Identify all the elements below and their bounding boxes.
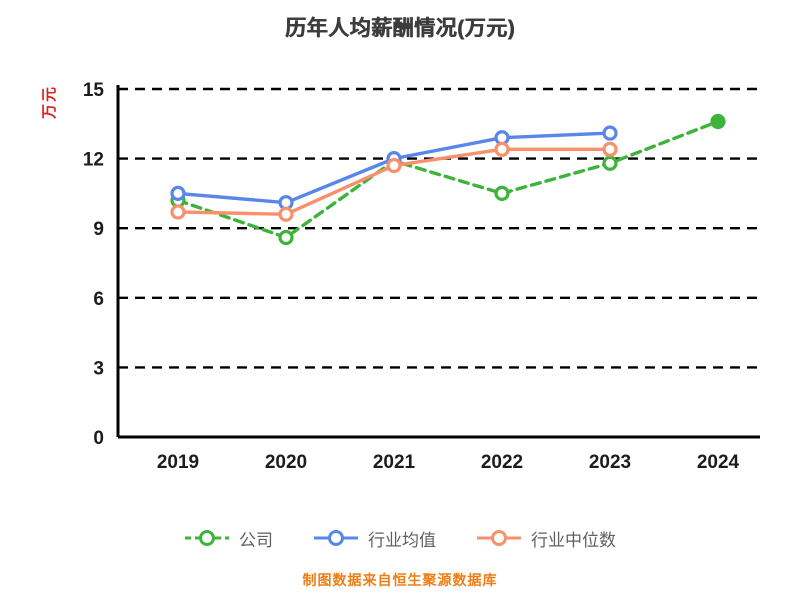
legend-item-3: 行业中位数	[476, 526, 616, 551]
data-point-marker	[494, 141, 510, 157]
legend-label: 行业均值	[368, 530, 436, 550]
legend-series-marker-icon	[477, 530, 521, 546]
chart-footer: 制图数据来自恒生聚源数据库	[302, 572, 498, 588]
legend-item-2: 行业均值	[313, 526, 436, 551]
y-tick-label: 15	[83, 80, 105, 101]
legend-series-marker-icon	[185, 530, 229, 546]
data-point-marker	[602, 155, 618, 171]
data-point-marker	[710, 113, 726, 130]
data-point-marker	[170, 185, 186, 201]
data-point-marker	[494, 185, 510, 201]
y-tick-label: 0	[93, 428, 104, 449]
series-line-1	[176, 119, 720, 240]
x-tick-label: 2023	[589, 452, 631, 473]
data-point-marker	[386, 157, 402, 174]
y-tick-label: 6	[93, 289, 104, 310]
data-point-marker	[602, 141, 618, 157]
legend-item-1: 公司	[184, 526, 273, 551]
x-tick-label: 2024	[697, 452, 740, 473]
x-tick-label: 2022	[481, 452, 523, 473]
data-point-marker	[602, 125, 618, 141]
plot-generated-content: 0 3 6 9 12 15 2019 2020 2021 2022 2023 2024	[83, 80, 760, 473]
chart-title: 历年人均薪酬情况(万元)	[285, 17, 515, 40]
legend-label: 公司	[239, 530, 273, 550]
data-point-marker	[170, 204, 186, 220]
y-axis-title: 万元	[41, 85, 58, 120]
y-tick-label: 12	[83, 150, 104, 171]
x-tick-label: 2021	[373, 452, 416, 473]
x-tick-label: 2019	[157, 452, 199, 473]
legend: 公司 行业均值 行业中位数	[0, 520, 800, 556]
y-tick-label: 3	[93, 358, 104, 379]
legend-series-marker-icon	[314, 530, 358, 546]
y-tick-label: 9	[93, 219, 104, 240]
legend-label: 行业中位数	[531, 530, 616, 550]
data-point-marker	[278, 206, 294, 222]
data-point-marker	[278, 229, 294, 246]
x-tick-label: 2020	[265, 452, 307, 473]
